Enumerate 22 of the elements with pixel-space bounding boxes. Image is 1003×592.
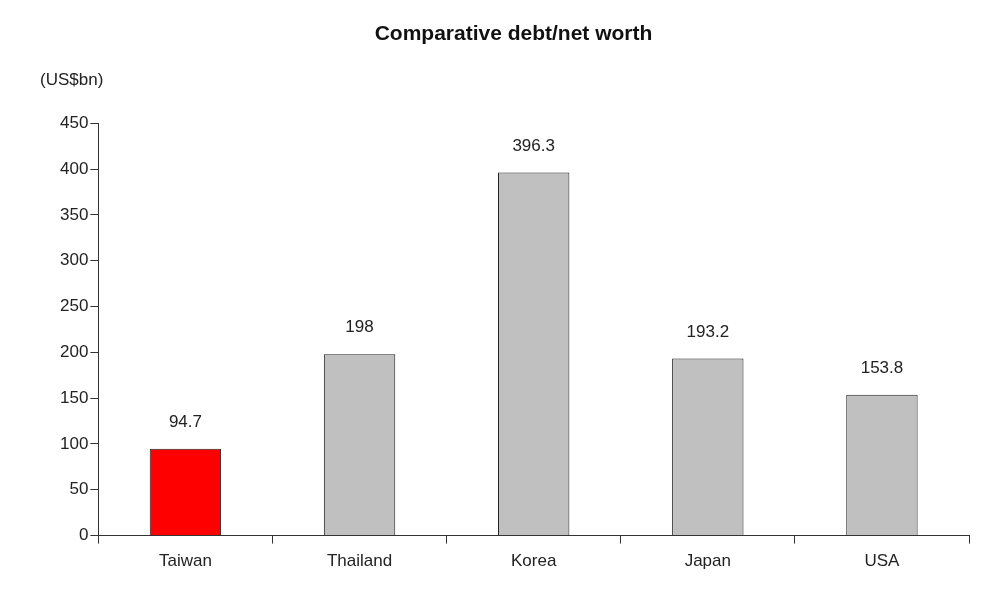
data-label: 153.8: [860, 357, 904, 377]
y-tick-label: 300: [59, 250, 89, 270]
x-tick-label: Taiwan: [158, 551, 212, 571]
y-tick-label: 450: [59, 112, 89, 132]
x-tick-label: Thailand: [326, 551, 393, 571]
y-tick-label: 250: [59, 296, 89, 316]
x-tick-label: Japan: [684, 551, 731, 571]
y-tick-label: 0: [78, 525, 89, 545]
data-label: 94.7: [168, 412, 202, 431]
data-label: 396.3: [512, 135, 555, 155]
x-tick-label: Korea: [510, 551, 557, 571]
y-tick-label: 400: [59, 158, 89, 178]
chart-title: Comparative debt/net worth: [374, 21, 653, 45]
y-tick-label: 50: [69, 479, 89, 499]
data-label: 193.2: [686, 321, 730, 341]
data-label: 198: [345, 317, 374, 337]
y-tick-label: 100: [59, 433, 89, 453]
x-tick-label: USA: [864, 551, 901, 571]
y-tick-label: 200: [59, 342, 89, 361]
y-tick-label: 350: [59, 204, 89, 224]
y-tick-label: 150: [59, 387, 89, 407]
y-axis-title: (US$bn): [40, 69, 104, 89]
